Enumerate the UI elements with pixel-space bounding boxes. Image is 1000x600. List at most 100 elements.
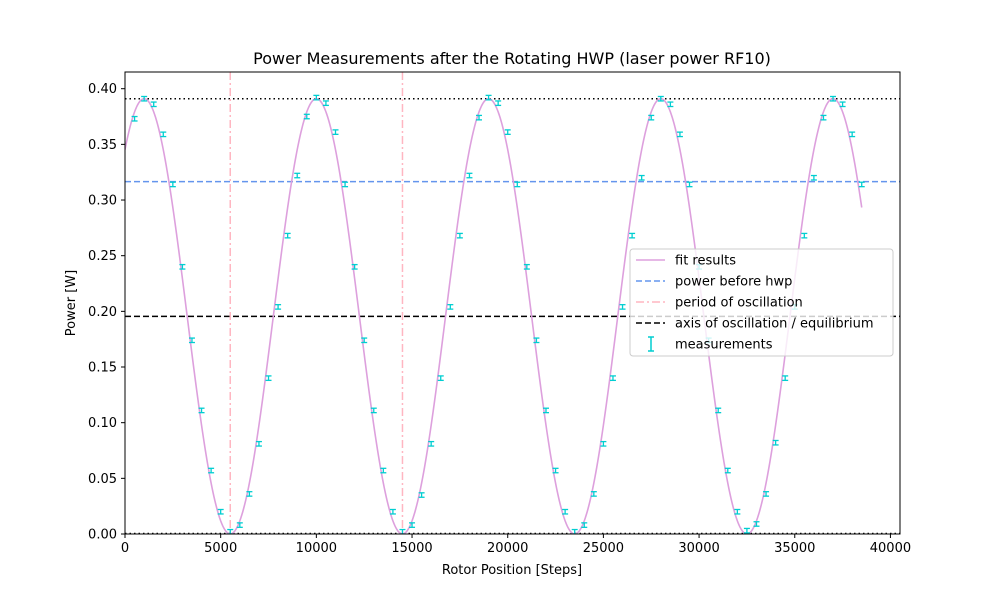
measurement-point — [734, 508, 741, 515]
x-tick-label: 30000 — [678, 541, 719, 556]
x-axis-label: Rotor Position [Steps] — [442, 563, 582, 578]
measurement-point — [265, 375, 272, 382]
measurement-point — [485, 94, 492, 101]
measurement-point — [361, 337, 368, 344]
measurement-point — [255, 440, 262, 447]
chart-title: Power Measurements after the Rotating HW… — [253, 49, 771, 68]
measurement-point — [236, 522, 243, 528]
measurement-point — [294, 172, 301, 179]
legend-box — [629, 248, 894, 357]
legend: fit results power before hwp period of osc… — [629, 248, 894, 357]
measurement-point — [495, 100, 502, 107]
measurement-point — [351, 263, 358, 270]
measurement-point — [160, 131, 167, 138]
measurement-point — [456, 232, 463, 239]
measurement-point — [476, 114, 483, 121]
measurement-point — [188, 337, 195, 344]
y-tick-label: 0.40 — [88, 82, 117, 97]
measurement-point — [150, 101, 157, 108]
measurement-point — [418, 492, 425, 498]
measurement-point — [370, 407, 377, 414]
x-tick-label: 5000 — [204, 541, 237, 556]
measurement-point — [562, 508, 569, 515]
y-tick-label: 0.00 — [88, 528, 117, 543]
y-tick-label: 0.10 — [88, 416, 117, 431]
measurement-point — [830, 95, 837, 102]
measurement-point — [609, 375, 616, 382]
measurement-point — [715, 407, 722, 414]
measurement-point — [810, 174, 817, 181]
measurement-point — [198, 407, 205, 414]
y-tick-label: 0.05 — [88, 472, 117, 487]
measurement-point — [313, 94, 320, 101]
measurement-point — [428, 440, 435, 447]
measurement-point — [169, 181, 176, 188]
x-tick-label: 0 — [121, 541, 129, 556]
legend-label: axis of oscillation / equilibrium — [675, 317, 874, 332]
measurement-point — [303, 113, 310, 120]
fit-curve — [125, 97, 863, 534]
plot-area — [125, 72, 900, 534]
x-tick-label: 10000 — [296, 541, 337, 556]
measurement-point — [648, 114, 655, 121]
plot-frame — [124, 71, 901, 535]
y-tick-label: 0.35 — [88, 138, 117, 153]
legend-label: fit results — [675, 254, 736, 269]
measurement-point — [179, 263, 186, 270]
measurement-point — [466, 172, 473, 179]
measurement-point — [380, 467, 387, 474]
y-tick-label: 0.20 — [88, 305, 117, 320]
x-tick-label: 25000 — [583, 541, 624, 556]
measurement-point — [858, 181, 865, 188]
measurement-point — [342, 181, 349, 188]
measurement-point — [638, 174, 645, 181]
measurement-point — [619, 304, 626, 310]
measurement-point — [284, 232, 291, 239]
measurement-point — [657, 95, 664, 102]
x-axis: 0 5000 10000 15000 20000 25000 30000 35000 40000 — [121, 534, 911, 556]
y-axis-label: Power [W] — [64, 270, 79, 336]
legend-label: period of oscillation — [675, 296, 803, 311]
measurement-point — [399, 528, 406, 534]
measurement-point — [409, 522, 416, 528]
measurement-point — [332, 129, 339, 135]
measurement-point — [246, 491, 253, 497]
measurement-point — [772, 439, 779, 446]
measurement-point — [141, 95, 148, 102]
measurement-point — [437, 375, 444, 382]
measurement-point — [533, 337, 540, 344]
legend-item: measurements — [648, 336, 773, 353]
measurement-point — [686, 181, 693, 188]
measurement-point — [629, 232, 636, 239]
legend-item: fit results — [636, 254, 736, 269]
measurement-point — [322, 100, 329, 107]
measurement-point — [514, 181, 521, 188]
measurement-point — [227, 528, 234, 534]
x-tick-label: 35000 — [774, 541, 815, 556]
legend-item: axis of oscillation / equilibrium — [636, 317, 874, 332]
measurement-point — [763, 491, 770, 497]
measurement-point — [724, 467, 731, 474]
measurement-point — [676, 131, 683, 138]
measurement-point — [581, 522, 588, 528]
measurement-point — [849, 131, 856, 138]
measurement-point — [389, 508, 396, 515]
y-tick-label: 0.25 — [88, 249, 117, 264]
measurement-point — [552, 467, 559, 474]
measurement-point — [571, 528, 578, 534]
measurement-point — [590, 491, 597, 497]
measurement-point — [839, 101, 846, 108]
measurement-point — [217, 508, 224, 515]
legend-label: power before hwp — [675, 275, 792, 290]
x-tick-label: 20000 — [487, 541, 528, 556]
measurement-point — [208, 467, 215, 474]
measurement-point — [523, 263, 530, 270]
measurement-point — [753, 521, 760, 527]
measurement-point — [820, 114, 827, 121]
measurement-point — [275, 304, 282, 310]
x-tick-label: 15000 — [391, 541, 432, 556]
y-tick-label: 0.30 — [88, 194, 117, 209]
measurement-point — [743, 527, 750, 534]
y-tick-label: 0.15 — [88, 361, 117, 376]
measurement-point — [600, 440, 607, 447]
